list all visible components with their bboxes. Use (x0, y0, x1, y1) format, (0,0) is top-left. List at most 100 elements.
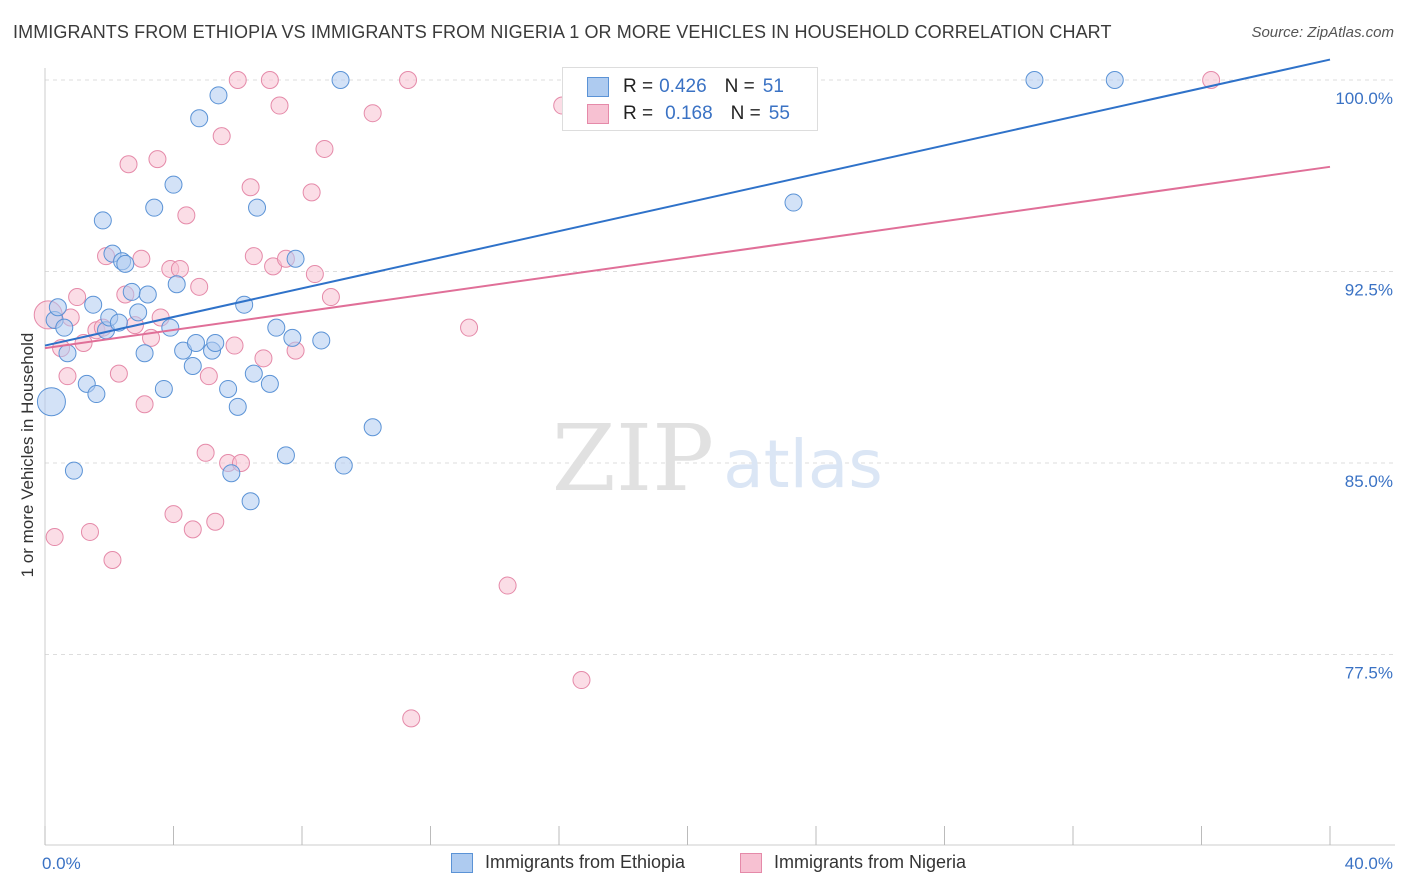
nigeria-point (164, 505, 183, 524)
nigeria-point (321, 288, 340, 307)
nigeria-point (228, 71, 247, 89)
nigeria-point (148, 150, 167, 169)
nigeria-trend-line (44, 165, 1331, 350)
ethiopia-point (235, 295, 254, 314)
ethiopia-point (363, 418, 382, 437)
nigeria-point (80, 522, 99, 541)
nigeria-point (132, 249, 151, 268)
source-label: Source: ZipAtlas.com (1251, 24, 1394, 41)
ethiopia-point (161, 318, 180, 337)
y-tick-label: 92.5% (1345, 281, 1393, 300)
ethiopia-point (1105, 71, 1124, 89)
ethiopia-point (109, 313, 128, 332)
series-ethiopia-points (36, 71, 1124, 511)
ethiopia-r-value: 0.426 (659, 76, 707, 97)
ethiopia-point (334, 456, 353, 475)
ethiopia-point (219, 379, 238, 398)
nigeria-r-value: 0.168 (665, 103, 713, 124)
ethiopia-point (116, 254, 135, 273)
x-tick-label: 0.0% (42, 854, 81, 873)
y-tick-label: 77.5% (1345, 664, 1393, 683)
ethiopia-point (93, 211, 112, 230)
ethiopia-point (154, 379, 173, 398)
ethiopia-point (241, 492, 260, 511)
nigeria-point (302, 183, 321, 202)
ethiopia-point (244, 364, 263, 383)
ethiopia-point (183, 356, 202, 375)
ethiopia-legend-label: Immigrants from Ethiopia (485, 852, 686, 872)
nigeria-point (315, 139, 334, 158)
ethiopia-trend-line (44, 58, 1331, 347)
y-tick-label: 100.0% (1335, 89, 1393, 108)
nigeria-point (190, 277, 209, 296)
n-label: N = (724, 76, 755, 97)
nigeria-point (244, 247, 263, 266)
nigeria-swatch (587, 104, 609, 124)
ethiopia-point (135, 344, 154, 363)
ethiopia-point (312, 331, 331, 350)
nigeria-point (270, 96, 289, 115)
nigeria-legend-label: Immigrants from Nigeria (774, 852, 967, 872)
ethiopia-point (206, 333, 225, 352)
ethiopia-point (331, 71, 350, 89)
nigeria-point (399, 71, 418, 89)
nigeria-point (254, 349, 273, 368)
nigeria-point (199, 367, 218, 386)
series-nigeria-points (33, 71, 1221, 728)
ethiopia-point (55, 318, 74, 337)
ethiopia-point (784, 193, 803, 212)
r-label: R = (623, 103, 654, 124)
ethiopia-point (1025, 71, 1044, 89)
ethiopia-n-value: 51 (762, 76, 784, 97)
nigeria-point (177, 206, 196, 225)
nigeria-point (103, 551, 122, 570)
nigeria-point (109, 364, 128, 383)
nigeria-point (498, 576, 517, 595)
legend-row-ethiopia: R = 0.426 N = 51 (587, 74, 784, 100)
nigeria-point (206, 512, 225, 531)
nigeria-point (212, 127, 231, 146)
ethiopia-point (64, 461, 83, 480)
legend-item-ethiopia: Immigrants from Ethiopia (451, 852, 685, 873)
y-tick-label: 85.0% (1345, 472, 1393, 491)
nigeria-point (460, 318, 479, 337)
watermark-atlas: atlas (723, 426, 883, 503)
ethiopia-point (36, 387, 66, 417)
ethiopia-point (129, 303, 148, 322)
ethiopia-point (222, 464, 241, 483)
axes (44, 68, 1395, 846)
nigeria-n-value: 55 (768, 103, 790, 124)
ethiopia-legend-swatch (451, 852, 473, 873)
nigeria-point (170, 259, 189, 278)
ethiopia-point (186, 333, 205, 352)
ethiopia-point (276, 446, 295, 465)
ethiopia-point (260, 374, 279, 393)
nigeria-point (241, 178, 260, 197)
ethiopia-point (48, 298, 67, 317)
ethiopia-point (138, 285, 157, 304)
ethiopia-point (209, 86, 228, 105)
nigeria-point (305, 265, 324, 284)
legend-row-nigeria: R = 0.168 N = 55 (587, 101, 790, 127)
nigeria-point (225, 336, 244, 355)
nigeria-point (68, 288, 87, 307)
n-label: N = (730, 103, 761, 124)
chart-title: IMMIGRANTS FROM ETHIOPIA VS IMMIGRANTS F… (13, 22, 1112, 42)
nigeria-point (402, 709, 421, 728)
ethiopia-point (190, 109, 209, 128)
nigeria-point (196, 443, 215, 462)
y-axis-label: 1 or more Vehicles in Household (18, 332, 37, 578)
legend-item-nigeria: Immigrants from Nigeria (740, 852, 966, 873)
nigeria-point (58, 367, 77, 386)
ethiopia-point (167, 275, 186, 294)
ethiopia-point (122, 282, 141, 301)
ethiopia-point (267, 318, 286, 337)
nigeria-point (119, 155, 138, 174)
ethiopia-point (286, 249, 305, 268)
trend-lines (44, 58, 1331, 350)
nigeria-point (260, 71, 279, 89)
correlation-legend: R = 0.426 N = 51 R = 0.168 N = 55 (562, 67, 818, 131)
ethiopia-point (87, 385, 106, 404)
ethiopia-point (248, 198, 267, 217)
